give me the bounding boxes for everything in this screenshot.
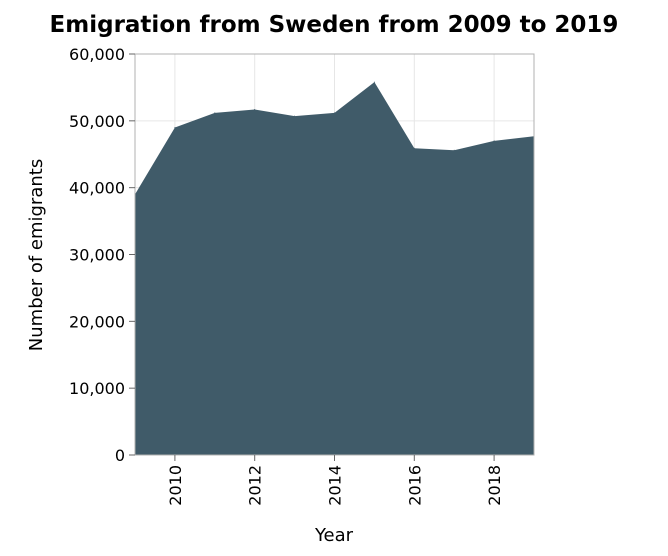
emigration-area: [135, 82, 534, 455]
data-point-2015: [373, 81, 375, 83]
y-tick-label: 40,000: [69, 179, 125, 198]
y-tick-label: 50,000: [69, 112, 125, 131]
y-axis-ticks: 0 10,000 20,000 30,000 40,000 50,000 60,000: [69, 45, 135, 465]
data-point-2016: [413, 147, 415, 149]
y-tick-label: 10,000: [69, 379, 125, 398]
data-point-2017: [453, 149, 455, 151]
data-point-2013: [294, 115, 296, 117]
y-tick-label: 30,000: [69, 246, 125, 265]
chart-title: Emigration from Sweden from 2009 to 2019: [50, 12, 619, 38]
data-point-2011: [214, 112, 216, 114]
plot-area: [134, 81, 535, 455]
y-axis-title: Number of emigrants: [26, 159, 47, 351]
x-axis-ticks: 2010 2012 2014 2016 2018: [166, 455, 504, 506]
data-point-2012: [254, 108, 256, 110]
x-axis-title: Year: [314, 525, 354, 546]
x-tick-label: 2010: [166, 465, 185, 506]
x-tick-label: 2014: [326, 465, 345, 506]
data-point-2018: [493, 140, 495, 142]
data-point-2010: [174, 127, 176, 129]
x-tick-label: 2018: [485, 465, 504, 506]
y-tick-label: 20,000: [69, 312, 125, 331]
x-tick-label: 2012: [246, 465, 265, 506]
data-point-2014: [334, 112, 335, 114]
y-tick-label: 60,000: [69, 45, 125, 64]
x-tick-label: 2016: [405, 465, 424, 506]
y-tick-label: 0: [115, 446, 125, 465]
